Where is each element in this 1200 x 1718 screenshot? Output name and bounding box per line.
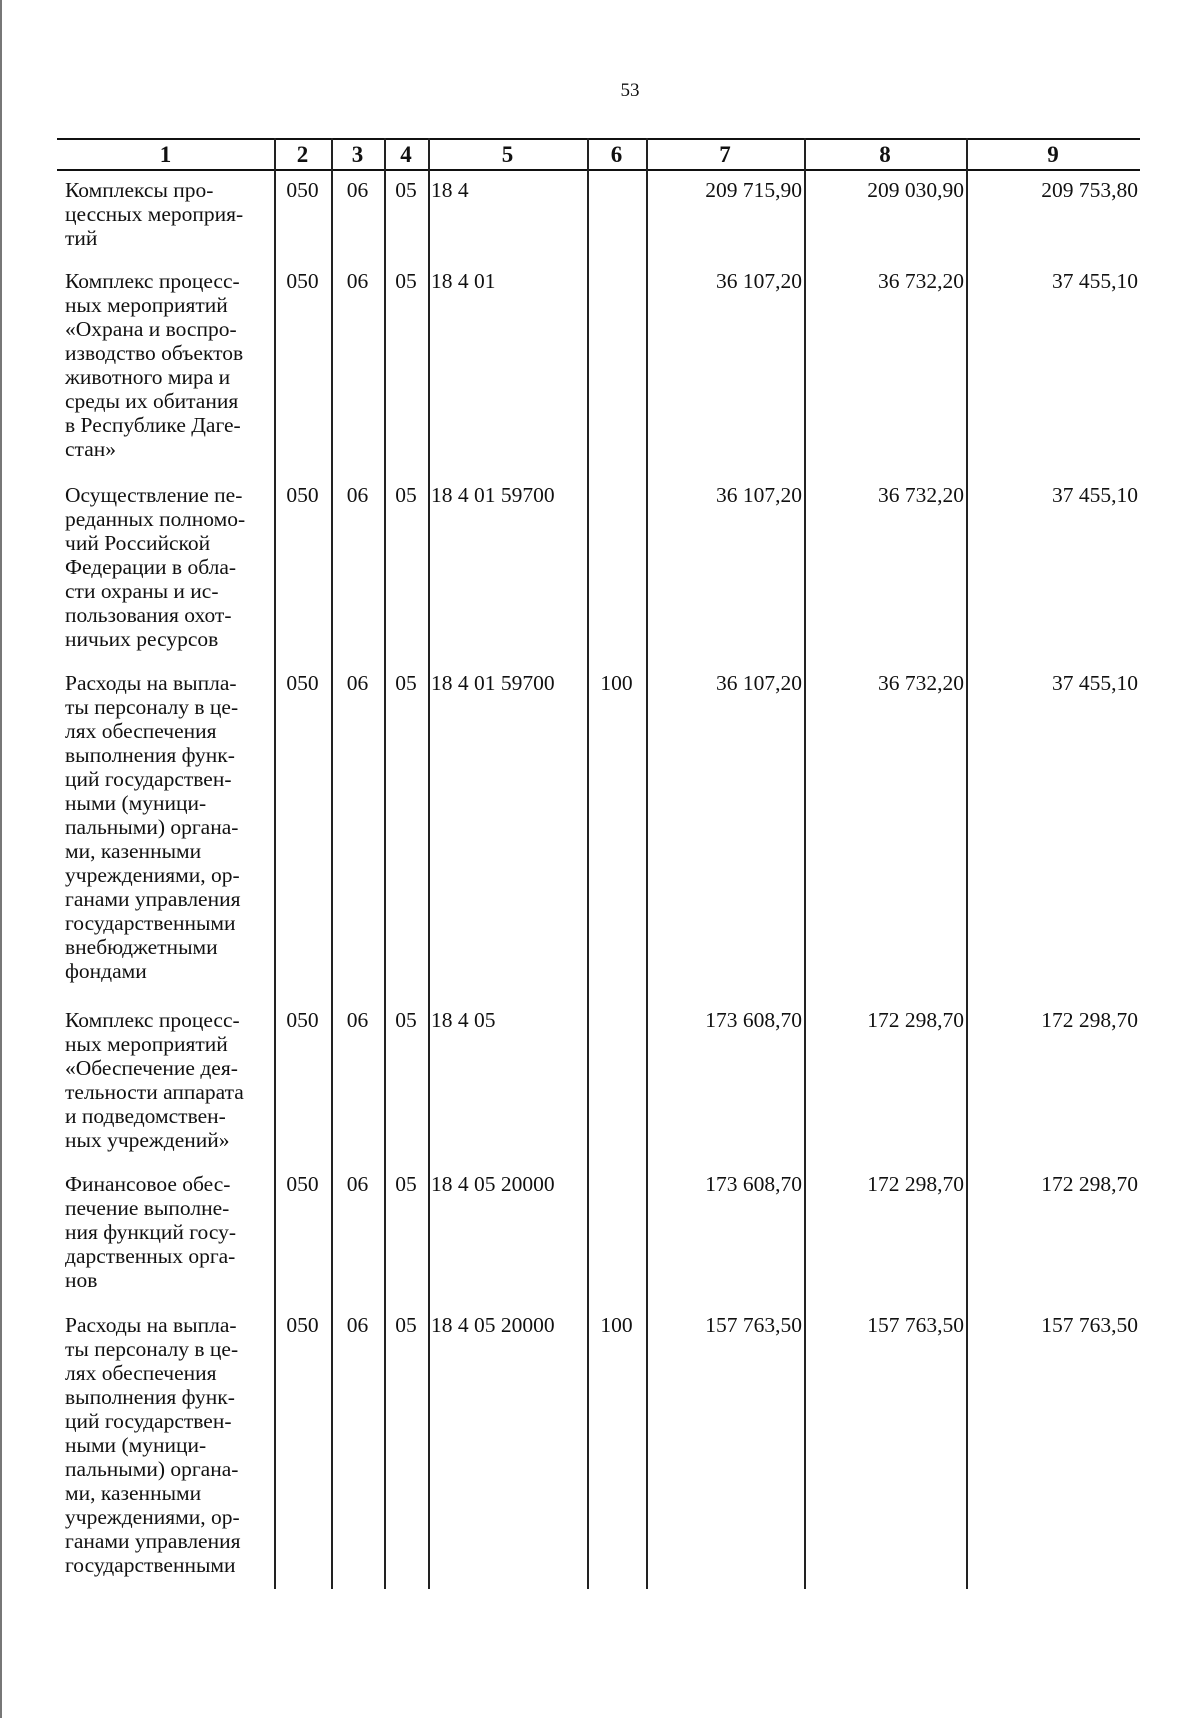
cell-target-article: 18 4 — [431, 178, 469, 202]
budget-table: 1 2 3 4 5 6 7 8 9 Комплексы про- цессных мероприя… — [57, 138, 1140, 1589]
cell-subsection-code: 05 — [395, 483, 417, 507]
row-name-cell: Осуществление пе- реданных полномо- чий … — [65, 483, 246, 651]
column-divider — [274, 138, 276, 1589]
column-header-7: 7 — [719, 142, 731, 167]
cell-target-article: 18 4 05 — [431, 1008, 496, 1032]
cell-expense-type: 100 — [600, 1313, 633, 1337]
column-divider — [428, 138, 430, 1589]
cell-amount-col7: 36 107,20 — [716, 671, 802, 695]
row-name-cell: Финансовое обес- печение выполне- ния фу… — [65, 1172, 237, 1292]
cell-section-code: 06 — [346, 671, 369, 695]
cell-amount-col9: 37 455,10 — [1052, 269, 1138, 293]
column-header-3: 3 — [351, 142, 364, 167]
cell-amount-col8: 36 732,20 — [878, 483, 964, 507]
cell-target-article: 18 4 05 20000 — [431, 1313, 555, 1337]
cell-amount-col8: 157 763,50 — [867, 1313, 964, 1337]
cell-amount-col9: 157 763,50 — [1041, 1313, 1138, 1337]
column-header-8: 8 — [879, 142, 891, 167]
cell-section-code: 06 — [346, 178, 369, 202]
cell-ministry-code: 050 — [286, 269, 319, 293]
row-name-cell: Расходы на выпла- ты персоналу в це- лях… — [65, 1313, 241, 1577]
cell-amount-col7: 36 107,20 — [716, 269, 802, 293]
cell-subsection-code: 05 — [395, 1313, 417, 1337]
column-header-9: 9 — [1047, 142, 1059, 167]
cell-target-article: 18 4 01 59700 — [431, 483, 555, 507]
scan-edge — [0, 0, 2, 1718]
cell-ministry-code: 050 — [286, 178, 319, 202]
cell-amount-col9: 37 455,10 — [1052, 671, 1138, 695]
cell-subsection-code: 05 — [395, 178, 417, 202]
cell-subsection-code: 05 — [395, 269, 417, 293]
cell-amount-col9: 37 455,10 — [1052, 483, 1138, 507]
column-divider — [646, 138, 648, 1589]
row-name-cell: Расходы на выпла- ты персоналу в це- лях… — [65, 671, 241, 983]
row-name-cell: Комплекс процесс- ных мероприятий «Обесп… — [65, 1008, 244, 1152]
cell-amount-col9: 172 298,70 — [1041, 1008, 1138, 1032]
cell-section-code: 06 — [346, 483, 369, 507]
page-number: 53 — [620, 80, 640, 101]
cell-amount-col8: 36 732,20 — [878, 671, 964, 695]
cell-amount-col8: 209 030,90 — [867, 178, 964, 202]
row-name-cell: Комплекс процесс- ных мероприятий «Охран… — [65, 269, 244, 461]
table-top-border — [57, 138, 1140, 140]
cell-ministry-code: 050 — [286, 1172, 319, 1196]
column-header-6: 6 — [610, 142, 623, 167]
cell-amount-col7: 157 763,50 — [705, 1313, 802, 1337]
cell-ministry-code: 050 — [286, 1313, 319, 1337]
cell-amount-col9: 209 753,80 — [1041, 178, 1138, 202]
cell-expense-type: 100 — [600, 671, 633, 695]
header-bottom-border — [57, 169, 1140, 171]
column-divider — [331, 138, 333, 1589]
cell-subsection-code: 05 — [395, 1008, 417, 1032]
cell-amount-col9: 172 298,70 — [1041, 1172, 1138, 1196]
cell-amount-col7: 173 608,70 — [705, 1172, 802, 1196]
cell-target-article: 18 4 01 — [431, 269, 496, 293]
cell-amount-col8: 172 298,70 — [867, 1172, 964, 1196]
cell-subsection-code: 05 — [395, 1172, 417, 1196]
cell-target-article: 18 4 05 20000 — [431, 1172, 555, 1196]
cell-section-code: 06 — [346, 1172, 369, 1196]
cell-section-code: 06 — [346, 1008, 369, 1032]
row-name-cell: Комплексы про- цессных мероприя- тий — [65, 178, 244, 250]
column-header-5: 5 — [501, 142, 514, 167]
cell-ministry-code: 050 — [286, 483, 319, 507]
cell-amount-col7: 173 608,70 — [705, 1008, 802, 1032]
column-header-2: 2 — [296, 142, 309, 167]
column-header-1: 1 — [159, 142, 172, 167]
cell-amount-col8: 36 732,20 — [878, 269, 964, 293]
cell-ministry-code: 050 — [286, 1008, 319, 1032]
cell-amount-col7: 36 107,20 — [716, 483, 802, 507]
column-divider — [587, 138, 589, 1589]
cell-amount-col8: 172 298,70 — [867, 1008, 964, 1032]
cell-section-code: 06 — [346, 269, 369, 293]
cell-section-code: 06 — [346, 1313, 369, 1337]
cell-target-article: 18 4 01 59700 — [431, 671, 555, 695]
column-divider — [966, 138, 968, 1589]
column-divider — [384, 138, 386, 1589]
cell-ministry-code: 050 — [286, 671, 319, 695]
cell-amount-col7: 209 715,90 — [705, 178, 802, 202]
cell-subsection-code: 05 — [395, 671, 417, 695]
column-header-4: 4 — [400, 142, 412, 167]
column-divider — [804, 138, 806, 1589]
